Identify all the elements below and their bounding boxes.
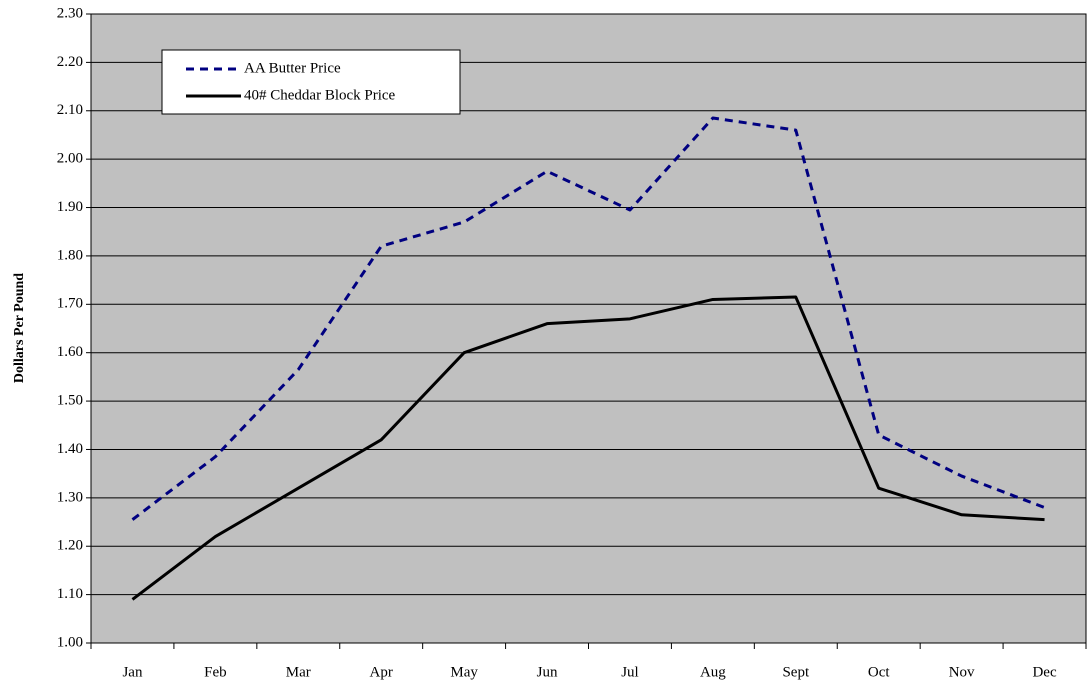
x-tick-label: Jan (122, 664, 142, 680)
y-tick-label: 1.10 (57, 586, 83, 602)
legend-label: AA Butter Price (244, 60, 341, 76)
x-tick-label: Sept (782, 664, 810, 680)
plot-area (90, 13, 1087, 644)
y-axis-label: Dollars Per Pound (12, 273, 27, 383)
x-tick-label: Dec (1032, 664, 1056, 680)
legend: AA Butter Price 40# Cheddar Block Price (161, 49, 461, 115)
series-line (131, 116, 1046, 521)
x-tick-label: May (450, 664, 478, 680)
y-tick-label: 1.70 (57, 296, 83, 312)
x-tick-label: Oct (868, 664, 890, 680)
y-tick-label: 1.60 (57, 344, 83, 360)
series-line (131, 295, 1045, 601)
y-tick-label: 1.40 (57, 441, 83, 457)
x-tick-label: Jun (537, 664, 558, 680)
legend-box (161, 49, 461, 115)
legend-label: 40# Cheddar Block Price (244, 87, 396, 103)
y-tick-label: 1.80 (57, 247, 83, 263)
x-tick-label: Jul (621, 664, 639, 680)
y-tick-label: 1.20 (57, 538, 83, 554)
y-tick-label: 1.30 (57, 489, 83, 505)
x-tick-label: Mar (286, 664, 311, 680)
x-tick-label: Apr (370, 664, 393, 680)
y-tick-label: 1.00 (57, 634, 83, 650)
y-tick-label: 1.50 (57, 393, 83, 409)
x-tick-label: Nov (949, 664, 975, 680)
y-tick-label: 2.30 (57, 5, 83, 21)
y-tick-label: 2.20 (57, 54, 83, 70)
x-tick-label: Aug (700, 664, 726, 680)
y-tick-label: 1.90 (57, 199, 83, 215)
y-tick-label: 2.00 (57, 151, 83, 167)
x-tick-label: Feb (204, 664, 227, 680)
y-tick-label: 2.10 (57, 102, 83, 118)
